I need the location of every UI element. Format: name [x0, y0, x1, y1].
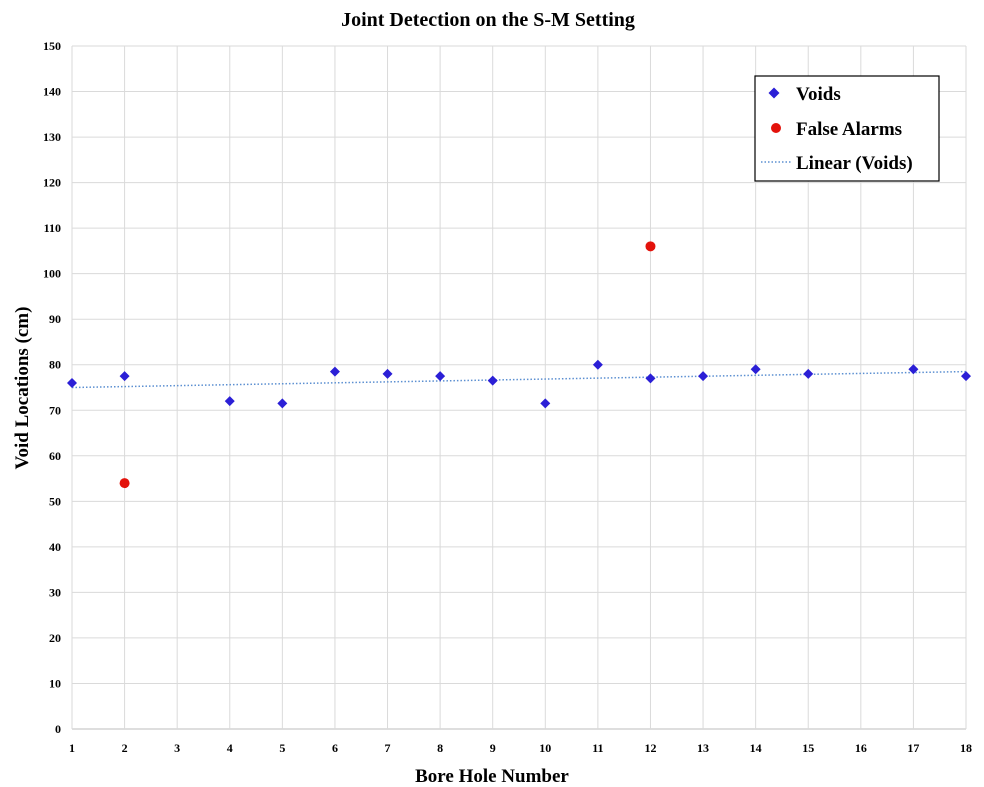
legend-false-alarms-label: False Alarms — [796, 119, 902, 140]
y-tick-label: 110 — [44, 221, 61, 235]
void-point — [961, 371, 971, 382]
y-tick-label: 60 — [49, 449, 61, 463]
void-point — [329, 366, 340, 377]
y-tick-label: 140 — [43, 85, 61, 99]
y-tick-label: 30 — [49, 585, 61, 599]
x-tick-label: 7 — [385, 741, 391, 755]
void-point — [803, 368, 814, 379]
x-tick-label: 11 — [592, 741, 603, 755]
void-point — [382, 368, 393, 379]
y-tick-label: 130 — [43, 130, 61, 144]
x-tick-label: 1 — [69, 741, 75, 755]
x-tick-label: 6 — [332, 741, 338, 755]
false-alarm-point — [645, 241, 656, 252]
void-point — [750, 364, 761, 375]
x-tick-label: 8 — [437, 741, 443, 755]
x-tick-label: 10 — [539, 741, 551, 755]
trendline-layer — [71, 370, 967, 389]
void-point — [908, 364, 919, 375]
y-tick-label: 20 — [49, 631, 61, 645]
x-tick-label: 12 — [644, 741, 656, 755]
y-tick-label: 150 — [43, 39, 61, 53]
void-point — [698, 371, 709, 382]
x-tick-label: 2 — [122, 741, 128, 755]
x-tick-labels: 1 2 3 4 5 6 7 8 9 10 11 12 13 14 15 16 17 18 — [69, 741, 972, 755]
x-axis-label: Bore Hole Number — [415, 766, 569, 787]
y-tick-label: 0 — [55, 722, 61, 736]
void-point — [67, 377, 77, 388]
void-point — [592, 359, 603, 370]
legend-trendline-label: Linear (Voids) — [796, 153, 913, 174]
y-tick-label: 100 — [43, 267, 61, 281]
y-tick-label: 120 — [43, 176, 61, 190]
trendline — [71, 370, 967, 389]
void-point — [119, 371, 130, 382]
y-tick-label: 40 — [49, 540, 61, 554]
void-point — [435, 371, 446, 382]
chart-title: Joint Detection on the S-M Setting — [341, 9, 635, 31]
x-tick-label: 13 — [697, 741, 709, 755]
y-axis-label: Void Locations (cm) — [12, 307, 33, 470]
y-tick-label: 70 — [49, 403, 61, 417]
void-point — [540, 398, 551, 409]
legend: Voids False Alarms Linear (Voids) — [754, 75, 940, 182]
x-tick-label: 5 — [279, 741, 285, 755]
marks-layer — [67, 241, 971, 489]
legend-voids-marker — [768, 87, 780, 99]
x-tick-label: 4 — [227, 741, 233, 755]
x-tick-label: 17 — [907, 741, 919, 755]
void-point — [277, 398, 288, 409]
legend-false-alarms-marker — [771, 123, 781, 133]
y-tick-label: 50 — [49, 494, 61, 508]
x-tick-label: 3 — [174, 741, 180, 755]
legend-voids-label: Voids — [796, 84, 841, 105]
false-alarm-point — [119, 478, 130, 489]
y-tick-label: 80 — [49, 358, 61, 372]
x-tick-label: 9 — [490, 741, 496, 755]
void-point — [645, 373, 656, 384]
x-tick-label: 15 — [802, 741, 814, 755]
y-tick-labels: 0 10 20 30 40 50 60 70 80 90 100 110 120 130 140 150 — [43, 39, 61, 736]
void-point — [487, 375, 498, 386]
legend-box — [754, 75, 940, 182]
y-tick-label: 90 — [49, 312, 61, 326]
y-tick-label: 10 — [49, 676, 61, 690]
void-point — [224, 396, 235, 407]
x-tick-label: 14 — [750, 741, 762, 755]
x-tick-label: 16 — [855, 741, 867, 755]
x-tick-label: 18 — [960, 741, 972, 755]
